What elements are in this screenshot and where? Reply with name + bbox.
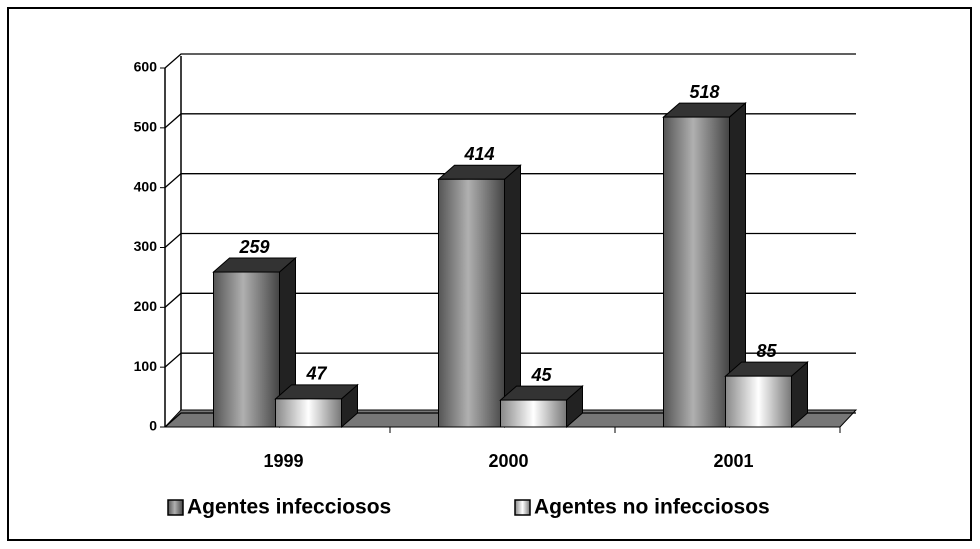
grid-line [164,412,856,428]
legend-label: Agentes no infecciosos [534,496,770,519]
y-tick-label: 200 [134,298,158,314]
data-label: 259 [238,237,269,257]
y-tick-label: 0 [149,418,157,434]
y-tick-label: 500 [134,119,158,135]
y-tick-label: 100 [134,358,158,374]
grid-line [164,292,856,308]
data-label: 518 [689,82,719,102]
x-tick-label: 1999 [263,451,303,471]
legend-swatch [514,499,531,516]
x-tick-label: 2001 [713,451,753,471]
bar [438,178,505,428]
grid-line [164,113,856,129]
data-label: 85 [756,341,777,361]
data-label: 47 [305,364,327,384]
bar [500,399,567,428]
bar [213,271,280,428]
grid-line [164,53,856,69]
data-label: 414 [463,144,494,164]
grid-line [164,352,856,368]
data-label: 45 [530,365,552,385]
legend-swatch [167,499,184,516]
y-tick-label: 300 [134,238,158,254]
frame [7,7,972,541]
x-tick-label: 2000 [488,451,528,471]
bar [663,116,730,428]
legend-label: Agentes infecciosos [187,496,391,519]
bar [275,398,342,428]
grid-line [164,173,856,189]
y-tick-label: 400 [134,178,158,194]
bar [725,375,792,428]
y-tick-label: 600 [134,59,158,75]
grid-line [164,232,856,248]
